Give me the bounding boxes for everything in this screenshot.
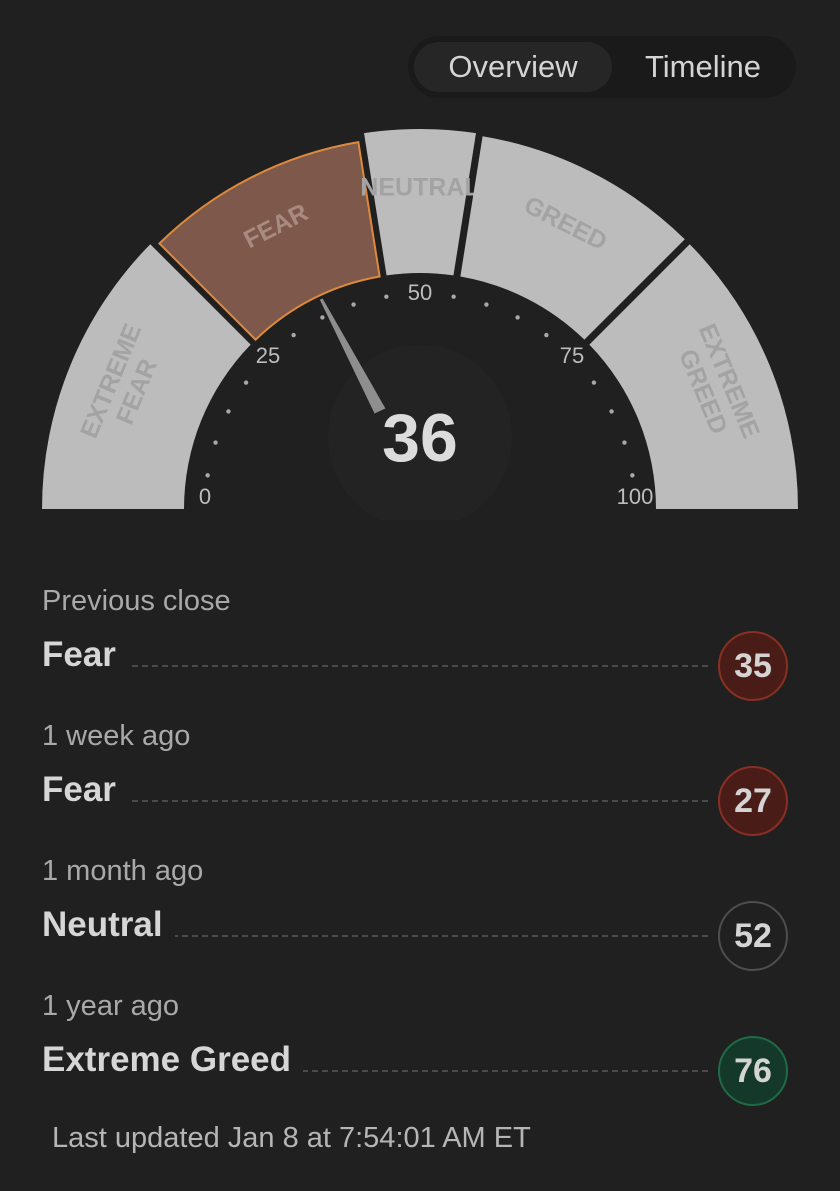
history-item: 1 year ago Extreme Greed 76: [42, 990, 788, 1125]
gauge-tick-dot: [320, 315, 325, 320]
history-rating: Neutral: [42, 905, 175, 945]
gauge-needle: [319, 298, 386, 414]
dashed-leader: [42, 935, 708, 937]
history-item: 1 week ago Fear 27: [42, 720, 788, 855]
history-value-badge: 76: [718, 1036, 788, 1106]
gauge-tick-dot: [630, 473, 635, 478]
tab-overview[interactable]: Overview: [414, 42, 612, 92]
gauge-tick-dot: [609, 409, 614, 414]
history-list: Previous close Fear 35 1 week ago Fear 2…: [42, 585, 788, 1125]
tab-timeline[interactable]: Timeline: [645, 49, 761, 84]
gauge-tick-label: 75: [560, 343, 584, 368]
gauge-tick-dot: [291, 332, 296, 338]
gauge-segment-greed: [460, 136, 685, 340]
gauge-tick-dot: [515, 315, 520, 320]
history-period: 1 week ago: [42, 720, 191, 752]
history-item: 1 month ago Neutral 52: [42, 855, 788, 990]
gauge-segment-extreme-greed: [589, 244, 798, 509]
history-period: 1 year ago: [42, 990, 180, 1022]
gauge-tick-dot: [384, 294, 389, 299]
history-value-badge: 35: [718, 631, 788, 701]
history-rating: Fear: [42, 635, 128, 675]
gauge-tick-dot: [544, 332, 549, 338]
dashed-leader: [42, 1070, 708, 1072]
gauge-segment-neutral: [364, 129, 476, 276]
gauge-tick-dot: [226, 409, 231, 414]
gauge-value: 36: [382, 400, 458, 476]
history-item: Previous close Fear 35: [42, 585, 788, 720]
history-period: Previous close: [42, 585, 231, 617]
gauge-tick-label: 50: [408, 280, 432, 305]
gauge-tick-dot: [591, 380, 597, 385]
gauge-segment-fear: [158, 140, 381, 342]
gauge-tick-dot: [351, 302, 356, 307]
dashed-leader: [42, 665, 708, 667]
history-value-badge: 52: [718, 901, 788, 971]
gauge-tick-dot: [451, 294, 456, 299]
gauge-tick-dot: [213, 440, 218, 445]
history-period: 1 month ago: [42, 855, 204, 887]
gauge-tick-dot: [205, 473, 210, 478]
fear-greed-gauge: EXTREMEFEARFEARNEUTRALGREEDEXTREMEGREED0…: [42, 129, 798, 520]
gauge-segment-extreme-fear: [42, 244, 251, 509]
gauge-tick-dot: [243, 380, 249, 385]
gauge-tick-label: 100: [617, 484, 654, 509]
history-rating: Fear: [42, 770, 128, 810]
gauge-tick-label: 0: [199, 484, 211, 509]
view-tabs: Overview Timeline: [408, 36, 796, 98]
gauge-tick-dot: [484, 302, 489, 307]
last-updated: Last updated Jan 8 at 7:54:01 AM ET: [52, 1122, 531, 1154]
gauge-segment-label: NEUTRAL: [360, 174, 479, 202]
history-rating: Extreme Greed: [42, 1040, 304, 1080]
gauge-tick-dot: [622, 440, 627, 445]
gauge-tick-label: 25: [256, 343, 280, 368]
dashed-leader: [42, 800, 708, 802]
history-value-badge: 27: [718, 766, 788, 836]
